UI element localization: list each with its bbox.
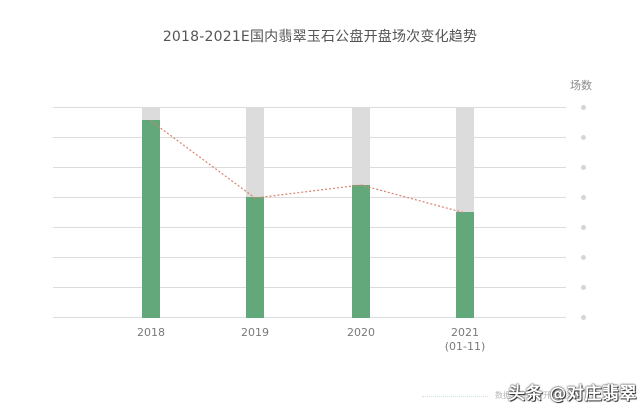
gridline — [53, 287, 566, 288]
gridline — [53, 257, 566, 258]
data-source-text: 数据来源：公开资料整理 — [495, 391, 583, 400]
x-label-2021: 2021 (01-11) — [444, 326, 486, 353]
x-label-2019: 2019 — [241, 326, 269, 339]
gridline — [53, 317, 566, 318]
gridline — [53, 107, 566, 108]
bar-2021 — [456, 212, 474, 318]
gridline — [53, 227, 566, 228]
y-tick-dot — [581, 315, 586, 320]
bar-2019 — [246, 197, 264, 318]
y-tick-dot — [581, 195, 586, 200]
footer-divider — [422, 396, 488, 397]
watermark: 头条 @对庄翡翠 — [508, 384, 637, 404]
bar-2020 — [352, 185, 370, 318]
y-tick-dot — [581, 105, 586, 110]
chart-title: 2018-2021E国内翡翠玉石公盘开盘场次变化趋势 — [162, 29, 478, 45]
gridline — [53, 137, 566, 138]
y-tick-dot — [581, 135, 586, 140]
y-axis-unit-label: 场数 — [570, 79, 592, 92]
gridline — [53, 167, 566, 168]
y-tick-dot — [581, 225, 586, 230]
y-tick-dot — [581, 165, 586, 170]
y-tick-dot — [581, 285, 586, 290]
y-tick-dot — [581, 255, 586, 260]
x-label-2020: 2020 — [347, 326, 375, 339]
gridline — [53, 197, 566, 198]
bar-2018 — [142, 120, 160, 318]
x-label-2018: 2018 — [137, 326, 165, 339]
